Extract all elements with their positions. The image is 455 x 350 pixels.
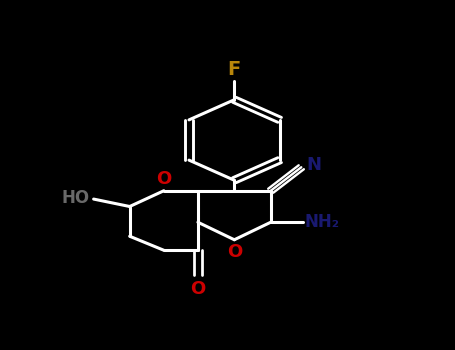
Text: F: F [228, 60, 241, 79]
Text: N: N [307, 156, 322, 175]
Text: O: O [156, 170, 172, 188]
Text: NH₂: NH₂ [305, 213, 340, 231]
Text: HO: HO [62, 189, 90, 207]
Text: O: O [227, 243, 242, 260]
Text: O: O [190, 280, 206, 298]
